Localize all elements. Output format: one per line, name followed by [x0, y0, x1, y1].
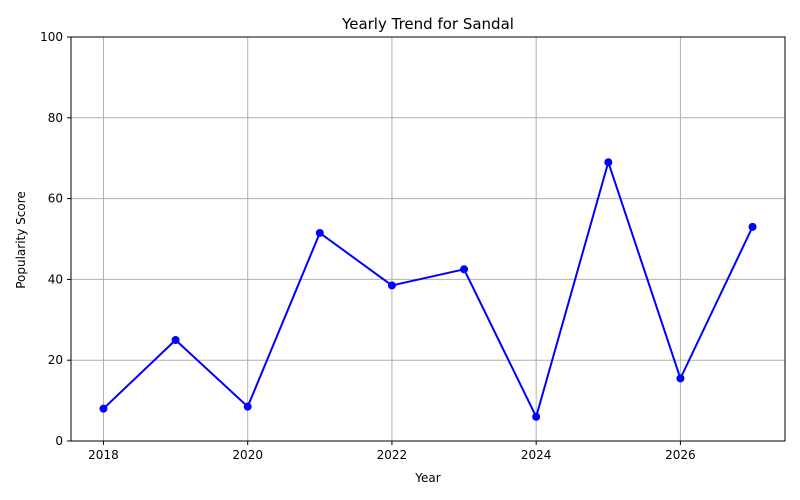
y-axis-label: Popularity Score	[14, 191, 28, 289]
chart-title: Yearly Trend for Sandal	[341, 15, 514, 33]
y-tick-label: 20	[48, 353, 63, 367]
series-line	[102, 161, 754, 418]
x-tick-label: 2026	[665, 448, 696, 462]
data-point	[676, 374, 685, 383]
plot-frame	[70, 36, 786, 442]
x-tick-label: 2022	[377, 448, 408, 462]
data-point	[748, 222, 757, 231]
y-tick-label: 0	[55, 434, 63, 448]
data-point	[99, 404, 108, 413]
data-point	[171, 336, 180, 344]
data-point	[243, 402, 252, 411]
y-tick-label: 100	[40, 30, 63, 44]
axes: 2018 2020 2022 2024 2026 0 20 40 60 80 100	[40, 30, 786, 462]
series-layer	[99, 158, 757, 421]
x-tick-label: 2018	[88, 448, 119, 462]
y-tick-label: 80	[48, 111, 63, 125]
data-point	[387, 281, 396, 290]
x-tick-label: 2020	[232, 448, 263, 462]
y-tick-label: 40	[48, 272, 63, 286]
data-point	[315, 228, 324, 237]
data-point	[532, 412, 541, 421]
y-tick-label: 60	[48, 192, 63, 206]
data-point	[604, 158, 613, 167]
data-point	[460, 265, 469, 274]
x-axis-label: Year	[414, 471, 440, 485]
x-tick-label: 2024	[521, 448, 552, 462]
